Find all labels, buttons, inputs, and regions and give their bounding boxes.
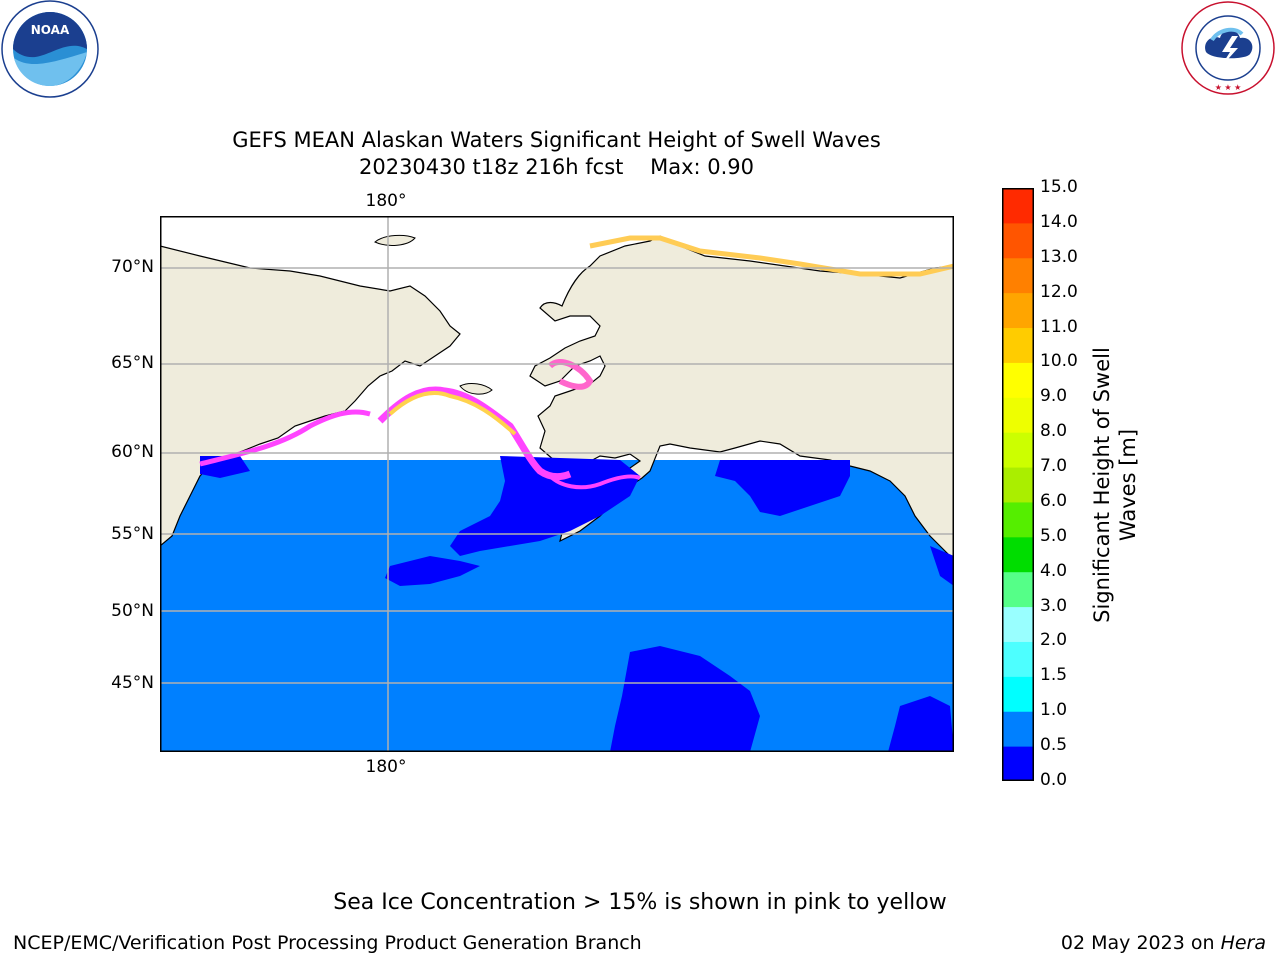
- sea-ice-siberia-coast: [199, 409, 371, 467]
- colorbar-tick-labels: 0.0 0.5 1.0 1.5 2.0 3.0 4.0 5.0 6.0 7.0 8.0 9.0 10.0…: [1040, 0, 1110, 960]
- sea-ice-note: Sea Ice Concentration > 15% is shown in …: [333, 890, 947, 915]
- graticule: [160, 216, 954, 752]
- sea-ice-bering-yellow: [388, 390, 517, 436]
- lat-label-70: 70°N: [111, 257, 154, 277]
- colorbar-segment: [1002, 536, 1034, 573]
- map-panel: [159, 216, 955, 752]
- low-swell-gulf-of-alaska: [715, 460, 850, 516]
- date-text: 02 May 2023 on: [1060, 932, 1221, 954]
- colorbar-tick-label: 7.0: [1040, 456, 1068, 477]
- colorbar-tick-label: 0.5: [1040, 735, 1068, 756]
- lon-label-bottom: 180°: [365, 757, 407, 777]
- colorbar-tick-label: 4.0: [1040, 560, 1068, 581]
- colorbar-segment: [1002, 397, 1034, 433]
- colorbar-segment: [1002, 467, 1034, 503]
- colorbar-segment: [1002, 362, 1034, 398]
- low-swell-canada-coast: [930, 546, 954, 586]
- low-swell-bering-shelf: [450, 456, 640, 556]
- colorbar-segment: [1002, 606, 1034, 642]
- colorbar-tick-label: 1.5: [1040, 665, 1068, 686]
- chart-subtitle: 20230430 t18z 216h fcst Max: 0.90: [358, 155, 755, 179]
- colorbar-tick-label: 3.0: [1040, 595, 1068, 616]
- lat-label-60: 60°N: [111, 442, 154, 462]
- colorbar-tick-label: 2.0: [1040, 630, 1068, 651]
- colorbar-segment: [1002, 676, 1034, 712]
- colorbar-tick-label: 0.0: [1040, 770, 1068, 790]
- sea-ice-arctic-coast: [589, 235, 955, 277]
- low-swell-aleutian-north: [385, 556, 480, 586]
- colorbar-tick-label: 8.0: [1040, 421, 1068, 442]
- colorbar-tick-label: 6.0: [1040, 490, 1068, 511]
- noaa-logo: NOAA: [0, 0, 104, 100]
- map-frame: [160, 216, 954, 752]
- host-name: Hera: [1220, 932, 1266, 954]
- colorbar-segment: [1002, 257, 1034, 294]
- colorbar-tick-label: 9.0: [1040, 386, 1068, 407]
- lat-label-55: 55°N: [111, 524, 154, 544]
- colorbar-segment: [1002, 501, 1034, 538]
- colorbar-tick-label: 11.0: [1040, 316, 1078, 337]
- colorbar-tick-label: 14.0: [1040, 211, 1078, 232]
- low-swell-southeast: [888, 696, 954, 752]
- sea-ice-bristol-bay: [548, 474, 641, 490]
- colorbar-tick-label: 10.0: [1040, 351, 1078, 372]
- colorbar-segment: [1002, 711, 1034, 747]
- colorbar-segment: [1002, 641, 1034, 677]
- low-swell-north-pacific: [610, 646, 760, 752]
- sea-ice-bering: [377, 386, 572, 481]
- colorbar-tick-label: 12.0: [1040, 281, 1078, 302]
- colorbar-segment: [1002, 188, 1034, 224]
- colorbar-segment: [1002, 327, 1034, 363]
- colorbar-segment: [1002, 571, 1034, 608]
- colorbar-segment: [1002, 432, 1034, 468]
- st-lawrence-island: [459, 382, 493, 395]
- svg-text:★ ★ ★: ★ ★ ★: [1215, 83, 1242, 92]
- lat-label-45: 45°N: [111, 673, 154, 693]
- svg-text:NOAA: NOAA: [31, 23, 70, 37]
- colorbar-tick-label: 1.0: [1040, 700, 1068, 721]
- lat-label-50: 50°N: [111, 601, 154, 621]
- lat-label-65: 65°N: [111, 353, 154, 373]
- nws-logo: ★ ★ ★: [1176, 0, 1280, 100]
- branch-credit: NCEP/EMC/Verification Post Processing Pr…: [13, 932, 642, 954]
- sea-ice-norton-sound: [547, 359, 594, 390]
- colorbar-tick-label: 15.0: [1040, 177, 1078, 197]
- colorbar-tick-label: 13.0: [1040, 246, 1078, 267]
- colorbar-segment: [1002, 292, 1034, 329]
- lon-label-top: 180°: [365, 191, 407, 211]
- colorbar-segment: [1002, 746, 1034, 782]
- colorbar-label: Significant Height of Swell Waves [m]: [1090, 347, 1140, 623]
- chart-title: GEFS MEAN Alaskan Waters Significant Hei…: [232, 128, 881, 152]
- colorbar-tick-label: 5.0: [1040, 525, 1068, 546]
- colorbar-segment: [1002, 222, 1034, 259]
- date-stamp: 02 May 2023 on Hera: [1061, 932, 1266, 954]
- colorbar: [1002, 188, 1034, 782]
